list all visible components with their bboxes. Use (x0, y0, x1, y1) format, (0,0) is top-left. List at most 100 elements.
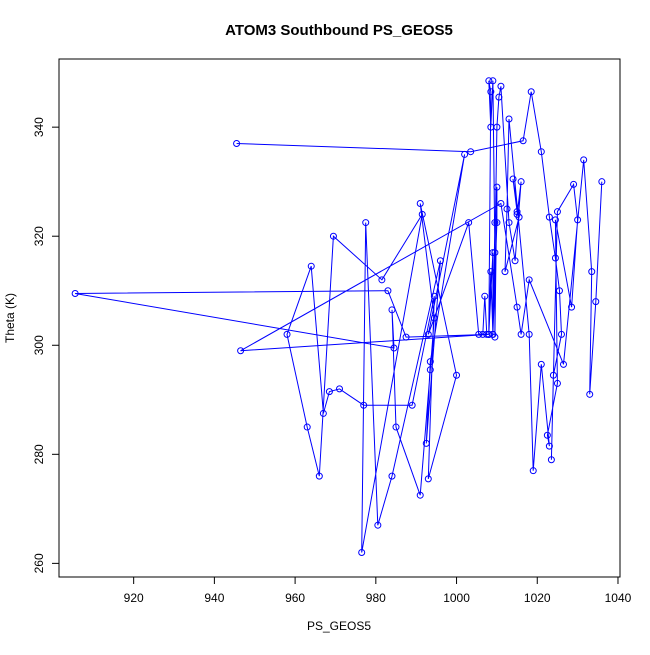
x-tick-label: 920 (124, 591, 144, 605)
y-tick-label: 260 (32, 553, 46, 573)
data-point (426, 358, 434, 366)
data-point (307, 262, 315, 270)
data-point (505, 115, 513, 123)
plot-area (58, 58, 621, 578)
data-point (485, 77, 493, 85)
data-point (545, 213, 553, 221)
data-point (418, 210, 426, 218)
data-point (392, 423, 400, 431)
data-point (422, 439, 430, 447)
data-point (303, 423, 311, 431)
data-point (491, 219, 499, 227)
data-point (424, 475, 432, 483)
data-point (416, 491, 424, 499)
data-point (580, 156, 588, 164)
y-axis-label: Theta (K) (3, 293, 17, 343)
data-point (493, 183, 501, 191)
y-tick-label: 320 (32, 226, 46, 246)
data-point (493, 219, 501, 227)
data-point (465, 219, 473, 227)
data-point (513, 210, 521, 218)
data-point (378, 276, 386, 284)
data-point (491, 249, 499, 257)
data-point (424, 330, 432, 338)
data-point (537, 360, 545, 368)
data-point (555, 287, 563, 295)
data-point (513, 303, 521, 311)
data-point (467, 148, 475, 156)
data-point (517, 330, 525, 338)
data-point (329, 232, 337, 240)
data-point (545, 442, 553, 450)
chart-title: ATOM3 Southbound PS_GEOS5 (225, 22, 453, 39)
data-point (549, 371, 557, 379)
data-point (505, 219, 513, 227)
data-point (402, 333, 410, 341)
data-point (436, 257, 444, 265)
data-point (487, 268, 495, 276)
x-tick-label: 940 (204, 591, 224, 605)
data-point (570, 180, 578, 188)
data-point (568, 303, 576, 311)
data-point (537, 148, 545, 156)
data-point (513, 208, 521, 216)
data-point (237, 347, 245, 355)
data-point (509, 175, 517, 183)
data-point (489, 77, 497, 85)
data-point (390, 344, 398, 352)
y-tick-label: 280 (32, 444, 46, 464)
data-point (481, 292, 489, 300)
data-point (527, 88, 535, 96)
data-point (588, 268, 596, 276)
x-tick-label: 960 (285, 591, 305, 605)
data-point (553, 379, 561, 387)
data-point (487, 88, 495, 96)
data-point (551, 216, 559, 224)
series-group (71, 77, 606, 556)
x-tick-label: 1020 (524, 591, 551, 605)
data-point (511, 257, 519, 265)
data-point (358, 548, 366, 556)
x-axis-label: PS_GEOS5 (307, 619, 371, 633)
data-point (553, 208, 561, 216)
series-line (75, 80, 603, 553)
data-point (360, 401, 368, 409)
data-point (388, 472, 396, 480)
data-point (517, 178, 525, 186)
data-point (586, 390, 594, 398)
data-point (485, 330, 493, 338)
data-point (388, 306, 396, 314)
data-point (336, 385, 343, 393)
x-tick-label: 1000 (443, 591, 470, 605)
data-point (374, 521, 382, 529)
data-point (475, 330, 483, 338)
data-point (487, 123, 495, 131)
data-point (497, 82, 505, 90)
data-point (315, 472, 323, 480)
data-point (551, 254, 559, 262)
data-point (543, 431, 551, 439)
data-point (483, 330, 491, 338)
x-axis-ticks: 920 940 960 980 1000 1020 1040 (124, 577, 632, 605)
data-point (592, 298, 600, 306)
data-point (559, 360, 567, 368)
data-point (495, 93, 503, 101)
data-point (529, 467, 537, 475)
data-point (503, 205, 511, 213)
data-point (408, 401, 416, 409)
data-point (557, 330, 565, 338)
data-point (525, 330, 533, 338)
y-axis-ticks: 260 280 300 320 340 (32, 117, 59, 573)
data-point (547, 456, 555, 464)
y-tick-label: 300 (32, 335, 46, 355)
data-point (430, 314, 438, 322)
data-point (426, 366, 434, 374)
data-point (384, 287, 392, 295)
data-point (501, 268, 509, 276)
data-point (430, 292, 438, 300)
data-point (362, 219, 370, 227)
data-point (525, 276, 533, 284)
x-tick-label: 980 (366, 591, 386, 605)
